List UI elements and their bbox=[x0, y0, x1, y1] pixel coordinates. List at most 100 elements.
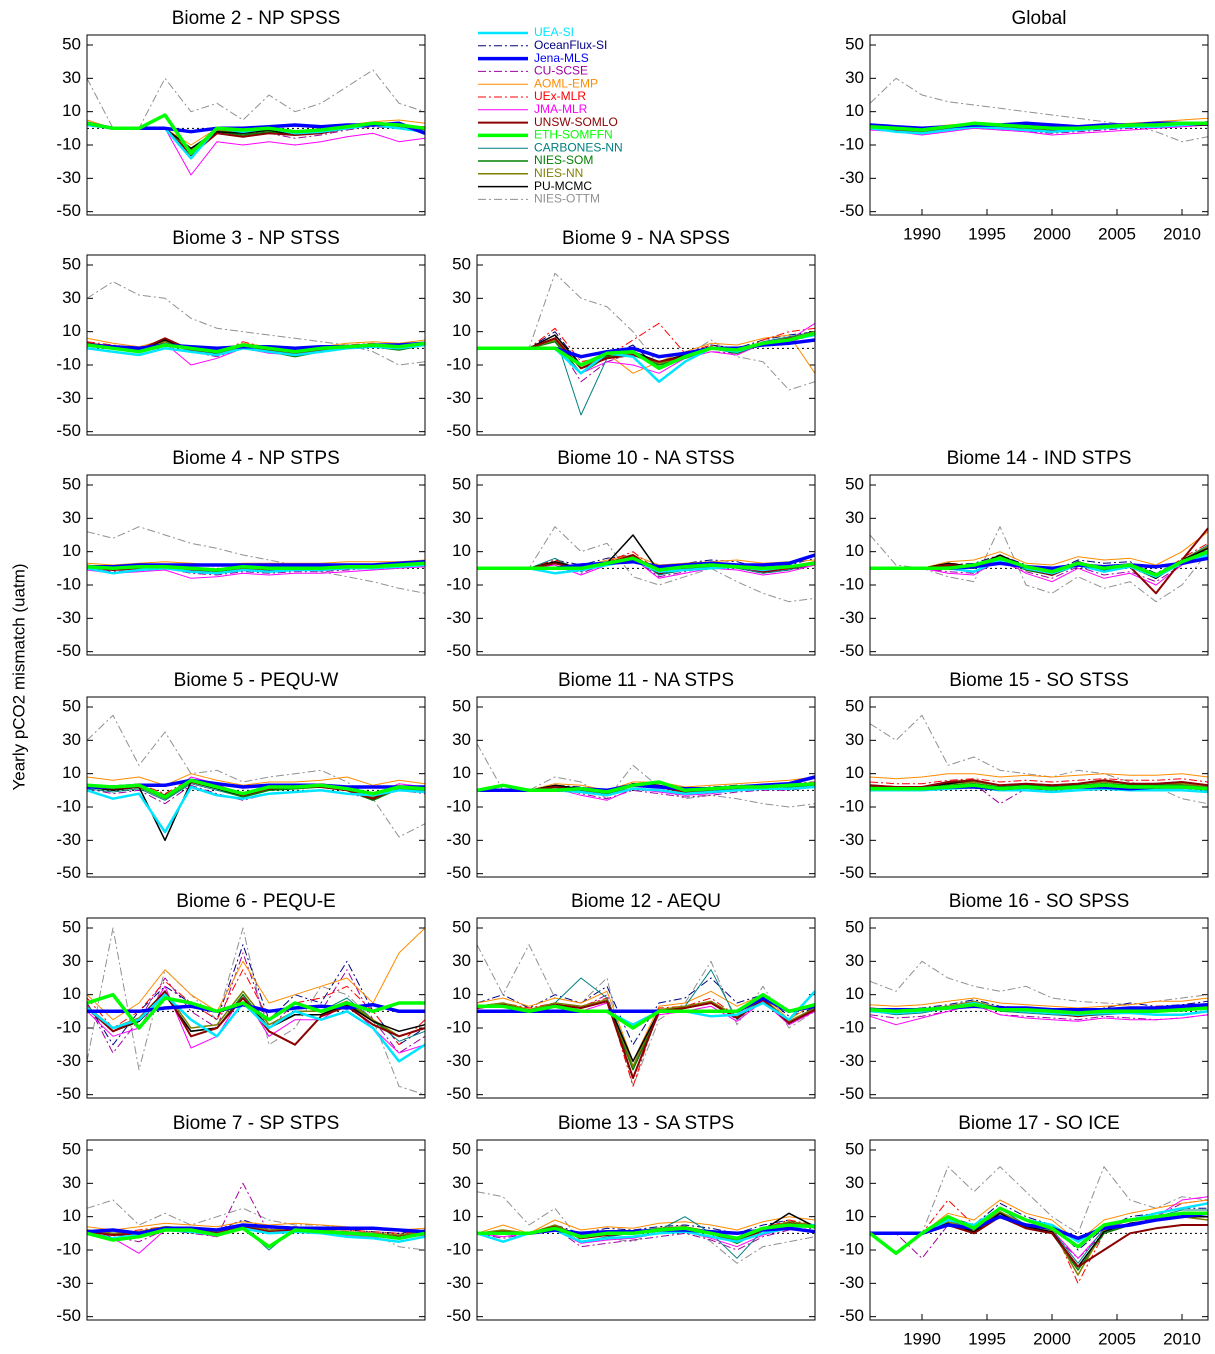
y-tick-label: -30 bbox=[56, 388, 81, 407]
y-tick-label: 10 bbox=[62, 1206, 81, 1225]
series-line bbox=[869, 121, 1208, 132]
y-tick-label: -30 bbox=[839, 168, 864, 187]
panel: Biome 12 - AEQU -50 -30 -10 10 30 50 bbox=[446, 891, 816, 1103]
y-tick-label: -10 bbox=[56, 1017, 81, 1036]
y-tick-label: 10 bbox=[452, 1206, 471, 1225]
panel-title: Biome 11 - NA STPS bbox=[558, 670, 734, 691]
y-tick-label: 10 bbox=[62, 984, 81, 1003]
plot-frame bbox=[476, 1139, 816, 1321]
y-tick-label: 10 bbox=[62, 101, 81, 120]
panel: Biome 13 - SA STPS -50 -30 -10 10 30 50 bbox=[446, 1113, 816, 1325]
y-tick-label: 50 bbox=[845, 34, 864, 53]
series-line bbox=[86, 993, 426, 1063]
y-tick-label: 30 bbox=[62, 951, 81, 970]
y-tick-label: 30 bbox=[452, 730, 471, 749]
y-tick-label: 10 bbox=[62, 321, 81, 340]
series-line bbox=[476, 1219, 816, 1234]
y-tick-label: -10 bbox=[56, 134, 81, 153]
y-tick-label: 30 bbox=[452, 1173, 471, 1192]
series-line bbox=[87, 1002, 425, 1014]
series-line bbox=[870, 1166, 1209, 1234]
panel-title: Biome 15 - SO STSS bbox=[949, 670, 1129, 691]
y-tick-label: 30 bbox=[845, 508, 864, 527]
y-tick-label: -30 bbox=[56, 608, 81, 627]
y-tick-label: 30 bbox=[452, 288, 471, 307]
y-tick-label: 10 bbox=[62, 763, 81, 782]
series-line bbox=[477, 992, 816, 1030]
y-tick-label: -30 bbox=[56, 168, 81, 187]
series-line bbox=[86, 714, 426, 838]
series-line bbox=[869, 1002, 1209, 1015]
series-line bbox=[86, 69, 426, 129]
plot-frame bbox=[476, 254, 816, 436]
plot-frame bbox=[869, 34, 1209, 216]
y-tick-label: -50 bbox=[839, 201, 864, 220]
y-tick-label: 30 bbox=[62, 730, 81, 749]
y-tick-label: 10 bbox=[452, 763, 471, 782]
legend-label: NIES-NN bbox=[534, 166, 583, 180]
y-tick-label: 10 bbox=[62, 541, 81, 560]
series-line bbox=[476, 780, 816, 794]
legend-label: CU-SCSE bbox=[534, 64, 588, 78]
y-tick-label: -30 bbox=[446, 1051, 471, 1070]
y-tick-label: -50 bbox=[839, 641, 864, 660]
panel: Biome 16 - SO SPSS -50 -30 -10 10 30 50 bbox=[839, 891, 1209, 1103]
y-tick-label: 10 bbox=[452, 541, 471, 560]
y-tick-label: -10 bbox=[56, 354, 81, 373]
y-tick-label: 50 bbox=[845, 696, 864, 715]
series-line bbox=[869, 1004, 1209, 1026]
panel-title: Biome 14 - IND STPS bbox=[947, 448, 1132, 469]
series-line bbox=[477, 322, 816, 363]
y-tick-label: -50 bbox=[839, 1084, 864, 1103]
panel: Biome 4 - NP STPS -50 -30 -10 10 30 50 bbox=[56, 448, 426, 660]
series-line bbox=[477, 331, 816, 371]
y-tick-label: -10 bbox=[446, 796, 471, 815]
y-tick-label: -10 bbox=[839, 1239, 864, 1258]
y-tick-label: 10 bbox=[845, 1206, 864, 1225]
series-line bbox=[86, 566, 426, 579]
x-tick-label: 2000 bbox=[1033, 224, 1071, 243]
y-tick-label: -30 bbox=[839, 830, 864, 849]
y-tick-label: -10 bbox=[446, 574, 471, 593]
y-tick-label: -10 bbox=[839, 1017, 864, 1036]
plot-frame bbox=[476, 917, 816, 1099]
series-line bbox=[86, 113, 426, 156]
legend-label: CARBONES-NN bbox=[534, 140, 623, 154]
series-line bbox=[87, 778, 425, 789]
y-tick-label: -10 bbox=[446, 1239, 471, 1258]
panel: Biome 2 - NP SPSS -50 -30 -10 10 30 50 bbox=[56, 8, 426, 220]
y-tick-label: 50 bbox=[62, 254, 81, 273]
panel: Biome 14 - IND STPS -50 -30 -10 10 30 50 bbox=[839, 448, 1209, 660]
y-tick-label: 50 bbox=[845, 917, 864, 936]
y-tick-label: -30 bbox=[56, 1051, 81, 1070]
y-tick-label: -50 bbox=[56, 641, 81, 660]
legend-label: NIES-SOM bbox=[534, 153, 593, 167]
series-line bbox=[86, 773, 426, 786]
series-line bbox=[86, 952, 426, 1054]
series-line bbox=[870, 550, 1209, 577]
y-tick-label: -50 bbox=[56, 201, 81, 220]
panel: Biome 5 - PEQU-W -50 -30 -10 10 30 50 bbox=[56, 670, 426, 882]
panel: Biome 11 - NA STPS -50 -30 -10 10 30 50 bbox=[446, 670, 816, 882]
series-line bbox=[869, 77, 1209, 143]
x-tick-label: 1995 bbox=[968, 1329, 1006, 1348]
y-tick-label: -50 bbox=[56, 1306, 81, 1325]
y-tick-label: -30 bbox=[446, 830, 471, 849]
legend-label: Jena-MLS bbox=[534, 51, 589, 65]
plot-frame bbox=[86, 254, 426, 436]
panel-title: Biome 13 - SA STPS bbox=[558, 1113, 734, 1134]
legend-label: AOML-EMP bbox=[534, 76, 598, 90]
series-line bbox=[477, 786, 816, 800]
series-line bbox=[870, 531, 1209, 569]
legend-label: UNSW-SOMLO bbox=[534, 115, 618, 129]
y-tick-label: -10 bbox=[839, 796, 864, 815]
y-tick-label: 30 bbox=[845, 1173, 864, 1192]
panel: Biome 17 - SO ICE -50 -30 -10 10 30 50 1990 1995… bbox=[839, 1113, 1209, 1348]
panel: Biome 7 - SP STPS -50 -30 -10 10 30 50 bbox=[56, 1113, 426, 1325]
y-tick-label: -50 bbox=[56, 863, 81, 882]
plot-frame bbox=[86, 474, 426, 656]
panel-title: Biome 7 - SP STPS bbox=[173, 1113, 340, 1134]
y-tick-label: 50 bbox=[452, 254, 471, 273]
y-tick-label: 50 bbox=[62, 917, 81, 936]
